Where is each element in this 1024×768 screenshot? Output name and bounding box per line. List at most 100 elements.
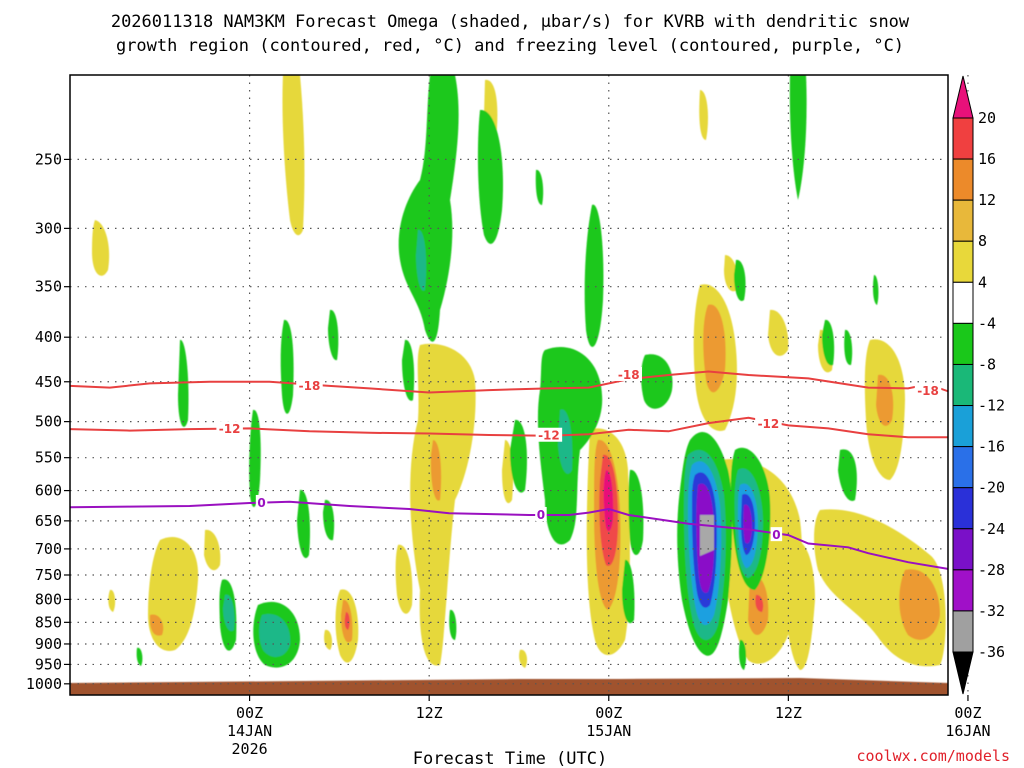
omega-yellow-region xyxy=(92,220,110,276)
chart-title-line-1: 2026011318 NAM3KM Forecast Omega (shaded… xyxy=(111,12,910,32)
plot-background xyxy=(70,75,948,695)
freezing-level-contour xyxy=(70,500,948,571)
omega-magenta-region xyxy=(603,470,614,532)
dgz-minus12-contour xyxy=(70,416,948,439)
contour-label-background xyxy=(770,527,783,542)
y-tick-label: 650 xyxy=(35,512,62,530)
x-tick-year-label: 2026 xyxy=(232,740,268,758)
pressure-axis: 250 300 350 400 450 500 550 600 650 700 750 800 850 9… xyxy=(26,150,70,693)
contour-lines: -18-18-18-12-12-120000 xyxy=(70,366,948,571)
omega-purple-region xyxy=(743,504,752,544)
contour-label-background xyxy=(535,506,547,521)
y-tick-label: 850 xyxy=(35,613,62,631)
omega-teal-region xyxy=(223,594,235,632)
y-tick-label: 950 xyxy=(35,655,62,673)
y-tick-label: 750 xyxy=(35,566,62,584)
omega-yellow-region xyxy=(699,90,708,140)
colorbar-bottom-arrow xyxy=(952,651,974,695)
omega-yellow-region xyxy=(768,309,789,356)
omega-yellow-region xyxy=(519,649,528,668)
contour-label-background xyxy=(755,415,782,430)
y-tick-label: 450 xyxy=(35,373,62,391)
omega-yellow-region xyxy=(785,539,815,670)
omega-red-region xyxy=(344,612,350,630)
colorbar-segment xyxy=(952,446,974,489)
colorbar-tick-label: -8 xyxy=(978,355,996,373)
omega-green-region xyxy=(249,409,261,507)
omega-green-region xyxy=(449,609,457,640)
colorbar-tick-label: -24 xyxy=(978,520,1005,538)
omega-yellow-region xyxy=(324,629,333,650)
omega-green-region xyxy=(622,559,635,624)
colorbar-tick-label: 16 xyxy=(978,150,996,168)
contour-label-background xyxy=(914,382,942,397)
omega-yellow-region xyxy=(282,75,305,236)
omega-green-region xyxy=(822,319,835,366)
colorbar-segment xyxy=(952,528,974,571)
contour-label: -18 xyxy=(618,368,640,382)
omega-green-region xyxy=(734,259,746,301)
x-tick-date-label: 16JAN xyxy=(945,722,990,740)
omega-green-region xyxy=(477,109,504,244)
omega-gray-region xyxy=(700,515,714,556)
colorbar-tick-label: -20 xyxy=(978,479,1005,497)
colorbar-tick-label: -4 xyxy=(978,314,996,332)
contour-label-background xyxy=(535,427,563,442)
y-tick-label: 600 xyxy=(35,482,62,500)
y-tick-label: 300 xyxy=(35,219,62,237)
x-axis-label: Forecast Time (UTC) xyxy=(413,749,607,768)
y-tick-label: 250 xyxy=(35,150,62,168)
contour-label: 0 xyxy=(257,496,265,510)
omega-yellow-region xyxy=(204,529,221,571)
colorbar-segment xyxy=(952,199,974,242)
colorbar-tick-label: -16 xyxy=(978,438,1005,456)
contour-label-background xyxy=(296,377,323,392)
colorbar-tick-label: 12 xyxy=(978,191,996,209)
omega-yellow-region xyxy=(410,343,476,666)
x-tick-label: 12Z xyxy=(775,704,802,722)
y-tick-label: 400 xyxy=(35,328,62,346)
colorbar-segment xyxy=(952,281,974,324)
colorbar-segment xyxy=(952,240,974,283)
plot-frame xyxy=(69,74,949,696)
colorbar-tick-label: 4 xyxy=(978,273,987,291)
omega-green-region xyxy=(136,647,143,666)
omega-orange-region xyxy=(149,614,164,636)
colorbar-segment xyxy=(952,117,974,160)
contour-label: 0 xyxy=(537,508,545,522)
omega-green-region xyxy=(789,75,807,200)
omega-green-region xyxy=(641,354,673,409)
colorbar-segment xyxy=(952,322,974,365)
colorbar-segment xyxy=(952,405,974,448)
colorbar-segment xyxy=(952,610,974,653)
omega-orange-region xyxy=(430,440,442,501)
y-tick-label: 800 xyxy=(35,590,62,608)
colorbar-tick-label: -28 xyxy=(978,561,1005,579)
x-tick-label: 00Z xyxy=(595,704,622,722)
omega-teal-region xyxy=(558,409,573,474)
omega-green-region xyxy=(535,169,544,205)
contour-label: -12 xyxy=(758,417,780,431)
x-tick-label: 12Z xyxy=(416,704,443,722)
omega-green-region xyxy=(873,274,879,305)
colorbar-segment xyxy=(952,569,974,612)
omega-green-region xyxy=(328,309,339,361)
omega-green-region xyxy=(838,449,857,501)
omega-green-region xyxy=(323,499,335,541)
omega-green-region xyxy=(584,204,604,347)
y-tick-label: 900 xyxy=(35,635,62,653)
omega-green-region xyxy=(844,329,853,366)
omega-green-region xyxy=(739,639,747,670)
omega-yellow-region xyxy=(395,544,413,614)
omega-green-region xyxy=(510,419,527,493)
omega-green-region xyxy=(280,319,294,414)
colorbar-tick-label: -12 xyxy=(978,397,1005,415)
omega-yellow-region xyxy=(108,589,116,612)
y-tick-label: 1000 xyxy=(26,675,62,693)
x-tick-label: 00Z xyxy=(954,704,981,722)
ground-terrain xyxy=(70,678,948,695)
contour-label-background xyxy=(216,421,243,436)
x-tick-label: 00Z xyxy=(236,704,263,722)
